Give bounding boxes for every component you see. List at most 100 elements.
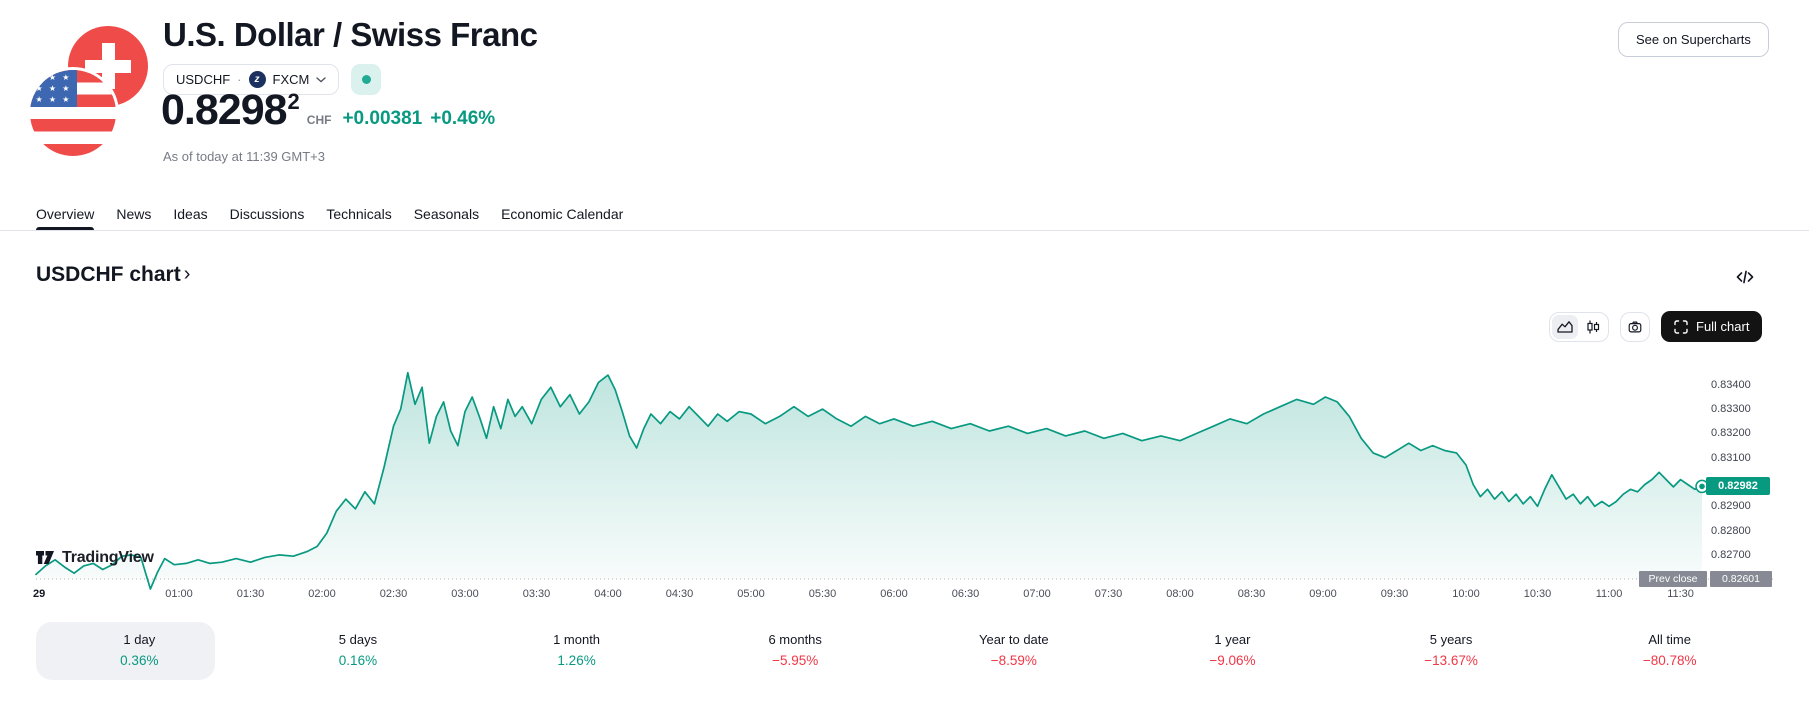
full-chart-button[interactable]: Full chart: [1661, 311, 1763, 342]
price-chart-svg[interactable]: [0, 302, 1809, 614]
period-5-years[interactable]: 5 years −13.67%: [1342, 622, 1561, 680]
price-axis-label: 0.83300: [1711, 403, 1751, 416]
period-change-value: 1.26%: [557, 653, 596, 668]
period-change-value: −8.59%: [990, 653, 1037, 668]
candles-chart-style-button[interactable]: [1580, 315, 1606, 339]
exchange-name: FXCM: [272, 72, 310, 87]
last-point-marker-dot: [1699, 483, 1705, 490]
time-axis-label: 10:30: [1523, 588, 1552, 600]
time-axis-label: 09:30: [1380, 588, 1409, 600]
period-5-days[interactable]: 5 days 0.16%: [249, 622, 468, 680]
period-label: Year to date: [978, 632, 1049, 647]
time-axis-label: 02:30: [379, 588, 408, 600]
area-fill: [36, 372, 1702, 589]
price-axis-label: 0.83400: [1711, 378, 1751, 391]
time-axis-label: 10:00: [1452, 588, 1480, 600]
price-line: [35, 371, 1703, 590]
embed-code-icon[interactable]: [1734, 266, 1756, 288]
period-change-value: −9.06%: [1209, 653, 1256, 668]
fullscreen-corners-icon: [1674, 319, 1688, 334]
time-axis-label: 02:00: [308, 588, 336, 600]
market-status-badge[interactable]: [351, 64, 382, 95]
prev-close-tag-value: 0.82601: [1710, 571, 1772, 587]
period-performance-row: 1 day 0.36% 5 days 0.16% 1 month 1.26% 6 month…: [30, 622, 1779, 680]
prev-close-tag-label: Prev close: [1639, 571, 1707, 587]
chevron-down-icon: [316, 76, 327, 83]
time-axis-label: 01:00: [165, 588, 193, 600]
price-block: 0.8298 2 CHF +0.00381 +0.46%: [161, 86, 495, 135]
area-chart-icon: [1557, 320, 1573, 333]
time-axis-label: 06:00: [880, 588, 908, 600]
period-label: 6 months: [768, 632, 822, 647]
tab-overview[interactable]: Overview: [25, 198, 105, 230]
time-axis-label: 08:00: [1166, 588, 1194, 600]
fxcm-exchange-logo-icon: z: [248, 71, 266, 88]
us-flag-icon: ★ ★ ★ ★ ★ ★ ★ ★ ★: [30, 70, 116, 156]
tab-ideas[interactable]: Ideas: [162, 198, 218, 230]
chart-toolbar: Full chart: [1549, 311, 1763, 342]
time-axis-label: 03:00: [451, 588, 479, 600]
period-label: 5 days: [338, 632, 378, 647]
time-axis-label: 07:00: [1023, 588, 1051, 600]
price-axis-label: 0.82800: [1711, 524, 1751, 537]
tradingview-logo-icon: [36, 551, 54, 564]
symbol-switcher[interactable]: USDCHF · z FXCM: [163, 64, 340, 95]
period-label: 1 year: [1214, 632, 1251, 647]
time-axis-label: 09:00: [1309, 588, 1337, 600]
price-axis-label: 0.83200: [1711, 427, 1751, 440]
price-chart-area[interactable]: 0.83400 0.83300 0.83200 0.83100 0.82900 0.828…: [0, 302, 1809, 614]
time-axis-label: 04:30: [665, 588, 694, 600]
snapshot-button[interactable]: [1620, 311, 1650, 342]
tab-discussions[interactable]: Discussions: [219, 198, 316, 230]
price-axis-label: 0.83100: [1711, 451, 1751, 464]
chart-section-title[interactable]: USDCHF chart ›: [36, 262, 191, 287]
time-axis-label: 04:00: [594, 588, 622, 600]
period-label: 1 month: [553, 632, 601, 647]
time-axis-label: 05:00: [737, 588, 765, 600]
last-price: 0.8298: [161, 86, 288, 134]
time-axis-label: 11:00: [1595, 588, 1623, 600]
tab-technicals[interactable]: Technicals: [315, 198, 402, 230]
price-axis-label: 0.82900: [1711, 500, 1751, 513]
chevron-right-icon: ›: [183, 262, 191, 285]
last-price-superscript: 2: [287, 89, 300, 114]
chart-style-segmented-control: [1549, 311, 1609, 342]
symbol-code: USDCHF: [176, 72, 231, 87]
period-change-value: 0.16%: [338, 653, 378, 668]
change-absolute: +0.00381: [342, 108, 423, 129]
tab-news[interactable]: News: [105, 198, 162, 230]
price-axis-label: 0.82700: [1711, 548, 1751, 561]
currency-label: CHF: [306, 113, 332, 127]
time-axis-label: 07:30: [1094, 588, 1123, 600]
tradingview-watermark[interactable]: TradingView: [36, 548, 154, 567]
tab-economic-calendar[interactable]: Economic Calendar: [490, 198, 634, 230]
as-of-timestamp: As of today at 11:39 GMT+3: [163, 149, 325, 164]
period-1-day[interactable]: 1 day 0.36%: [30, 622, 249, 680]
time-axis-label: 03:30: [522, 588, 551, 600]
period-1-year[interactable]: 1 year −9.06%: [1123, 622, 1342, 680]
last-price-axis-tag: 0.82982: [1706, 477, 1770, 496]
time-axis-label: 05:30: [808, 588, 837, 600]
period-label: 1 day: [123, 632, 156, 647]
time-axis-label: 06:30: [951, 588, 980, 600]
period-label: All time: [1648, 632, 1691, 647]
separator-dot: ·: [237, 72, 242, 87]
period-change-value: −80.78%: [1642, 653, 1697, 668]
period-year-to-date[interactable]: Year to date −8.59%: [905, 622, 1124, 680]
time-axis-label: 01:30: [236, 588, 265, 600]
area-chart-style-button[interactable]: [1552, 314, 1578, 339]
period-1-month[interactable]: 1 month 1.26%: [467, 622, 686, 680]
change-percent: +0.46%: [430, 108, 496, 129]
period-change-value: −5.95%: [772, 653, 819, 668]
overview-tab-bar: Overview News Ideas Discussions Technicals Se…: [0, 198, 1809, 231]
see-on-supercharts-button[interactable]: See on Supercharts: [1618, 22, 1769, 57]
market-open-dot-icon: [361, 75, 371, 84]
symbol-row: USDCHF · z FXCM: [163, 64, 382, 95]
page-title: U.S. Dollar / Swiss Franc: [163, 16, 538, 53]
candles-icon: [1587, 320, 1600, 333]
tab-seasonals[interactable]: Seasonals: [403, 198, 490, 230]
period-6-months[interactable]: 6 months −5.95%: [686, 622, 905, 680]
camera-icon: [1628, 321, 1642, 332]
period-all-time[interactable]: All time −80.78%: [1560, 622, 1779, 680]
